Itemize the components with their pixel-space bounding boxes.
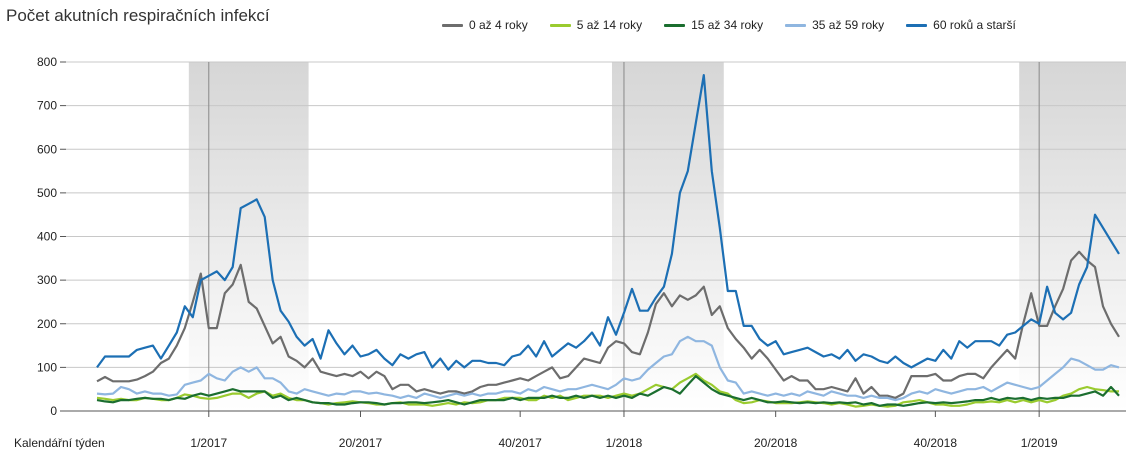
series-line-3 <box>96 375 1120 407</box>
series-line-1 <box>96 250 1120 399</box>
y-axis: 0 100 200 300 400 500 600 700 800 <box>37 55 66 418</box>
legend-label: 60 roků a starší <box>933 18 1016 32</box>
legend-label: 35 až 59 roky <box>812 18 885 32</box>
legend-label: 5 až 14 roky <box>576 18 643 32</box>
chart-legend: 0 až 4 roky 5 až 14 roky 15 až 34 roky 35 a… <box>442 18 1038 32</box>
legend-item-5[interactable]: 60 roků a starší <box>906 18 1016 32</box>
x-axis: 1/2017 20/2017 40/2017 1/2018 20/2018 40/2018… <box>66 410 1126 450</box>
legend-item-1[interactable]: 0 až 4 roky <box>442 18 528 32</box>
x-tick-label-40/2018: 40/2018 <box>914 436 958 450</box>
legend-swatch <box>664 23 686 27</box>
y-tick-label-500: 500 <box>37 186 57 200</box>
chart-title: Počet akutních respiračních infekcí <box>6 6 270 25</box>
x-tick-label-20/2017: 20/2017 <box>339 436 383 450</box>
legend-swatch <box>785 23 807 27</box>
legend-item-4[interactable]: 35 až 59 roky <box>785 18 884 32</box>
legend-swatch <box>549 23 571 27</box>
y-tick-label-800: 800 <box>37 55 57 69</box>
y-tick-label-200: 200 <box>37 317 57 331</box>
series-lines <box>96 74 1120 408</box>
legend-swatch <box>442 23 463 27</box>
legend-label: 0 až 4 roky <box>469 18 528 32</box>
x-tick-label-1/2018: 1/2018 <box>606 436 643 450</box>
series-line-4 <box>96 335 1120 402</box>
x-tick-label-20/2018: 20/2018 <box>754 436 798 450</box>
y-tick-label-0: 0 <box>50 404 57 418</box>
y-tick-label-300: 300 <box>37 273 57 287</box>
legend-swatch <box>906 23 928 27</box>
y-tick-label-700: 700 <box>37 99 57 113</box>
y-tick-label-100: 100 <box>37 360 57 374</box>
x-tick-label-1/2017: 1/2017 <box>190 436 227 450</box>
x-tick-label-40/2017: 40/2017 <box>498 436 542 450</box>
x-tick-label-1/2019: 1/2019 <box>1021 436 1058 450</box>
legend-item-2[interactable]: 5 až 14 roky <box>549 18 643 32</box>
series-line-5 <box>96 74 1120 371</box>
y-tick-label-600: 600 <box>37 142 57 156</box>
legend-item-3[interactable]: 15 až 34 roky <box>664 18 763 32</box>
legend-label: 15 až 34 roky <box>691 18 764 32</box>
x-axis-title: Kalendářní týden <box>14 436 105 450</box>
y-tick-label-400: 400 <box>37 230 57 244</box>
